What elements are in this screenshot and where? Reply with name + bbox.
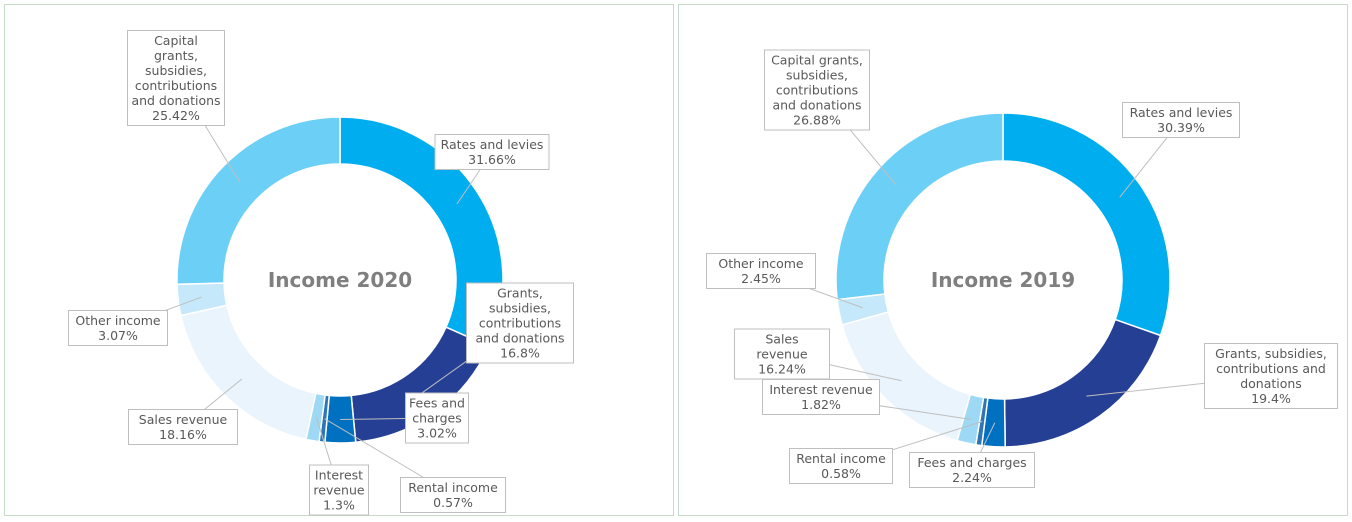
value-label: 16.24% bbox=[758, 361, 806, 377]
slice bbox=[835, 112, 1004, 301]
value-label: 26.88% bbox=[793, 112, 841, 128]
data-label: Grants, subsidies, contributions and don… bbox=[466, 282, 574, 364]
value-label: 2.45% bbox=[741, 271, 781, 286]
slice bbox=[1002, 112, 1171, 337]
data-label: Interest revenue 1.82% bbox=[762, 379, 880, 415]
category-label: Rental income bbox=[796, 451, 886, 466]
value-label: 18.16% bbox=[159, 427, 207, 442]
value-label: 31.66% bbox=[468, 152, 516, 167]
value-label: 2.24% bbox=[952, 470, 992, 485]
data-label: Sales revenue 16.24% bbox=[734, 328, 830, 380]
value-label: 0.58% bbox=[821, 466, 861, 481]
data-label: Fees and charges 3.02% bbox=[405, 392, 469, 444]
category-label: Rental income bbox=[408, 480, 498, 495]
category-label: Capital grants, subsidies, contributions… bbox=[771, 52, 863, 113]
category-label: Fees and charges bbox=[917, 455, 1027, 470]
category-label: Other income bbox=[718, 256, 804, 271]
data-label: Capital grants, subsidies, contributions… bbox=[764, 49, 870, 131]
data-label: Other income 3.07% bbox=[68, 310, 168, 346]
category-label: Interest revenue bbox=[313, 467, 365, 498]
value-label: 19.4% bbox=[1251, 391, 1291, 406]
panel bbox=[678, 4, 1348, 516]
data-label: Rental income 0.58% bbox=[789, 448, 893, 484]
panel bbox=[4, 4, 674, 516]
slice bbox=[176, 116, 341, 286]
data-label: Grants, subsidies, contributions and don… bbox=[1204, 343, 1338, 409]
category-label: Fees and charges bbox=[409, 395, 465, 426]
category-label: Grants, subsidies, contributions and don… bbox=[475, 285, 565, 346]
data-label: Rates and levies 30.39% bbox=[1122, 102, 1240, 138]
category-label: Sales revenue bbox=[138, 412, 228, 427]
category-label: Interest revenue bbox=[769, 382, 873, 397]
slice bbox=[841, 311, 972, 442]
data-label: Rates and levies 31.66% bbox=[434, 134, 550, 170]
value-label: 0.57% bbox=[433, 495, 473, 510]
category-label: Sales revenue bbox=[756, 331, 808, 362]
category-label: Capital grants, subsidies, contributions… bbox=[131, 33, 221, 108]
value-label: 3.02% bbox=[417, 425, 457, 441]
data-label: Interest revenue 1.3% bbox=[309, 464, 369, 516]
data-label: Other income 2.45% bbox=[706, 253, 816, 289]
category-label: Rates and levies bbox=[1129, 105, 1233, 120]
data-label: Capital grants, subsidies, contributions… bbox=[127, 30, 225, 126]
value-label: 3.07% bbox=[98, 328, 138, 343]
data-label: Sales revenue 18.16% bbox=[128, 409, 238, 445]
chart-title: Income 2019 bbox=[930, 268, 1076, 292]
data-label: Rental income 0.57% bbox=[400, 477, 506, 513]
category-label: Grants, subsidies, contributions and don… bbox=[1215, 346, 1327, 391]
value-label: 30.39% bbox=[1157, 120, 1205, 135]
value-label: 1.3% bbox=[323, 497, 355, 513]
category-label: Other income bbox=[75, 313, 161, 328]
chart-title: Income 2020 bbox=[267, 268, 413, 292]
value-label: 1.82% bbox=[801, 397, 841, 412]
value-label: 25.42% bbox=[152, 108, 200, 123]
value-label: 16.8% bbox=[500, 345, 540, 361]
data-label: Fees and charges 2.24% bbox=[909, 452, 1035, 488]
slice bbox=[1003, 318, 1162, 448]
category-label: Rates and levies bbox=[440, 137, 544, 152]
